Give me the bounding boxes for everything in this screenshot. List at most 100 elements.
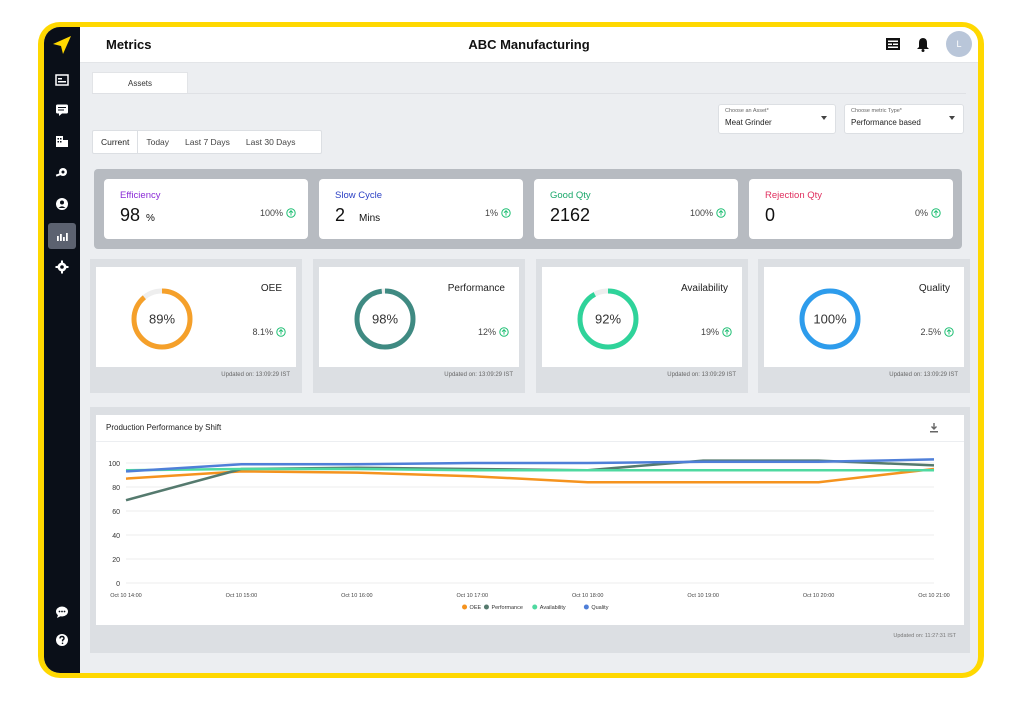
gauge-value: 100%	[813, 312, 847, 327]
arrow-up-circle-icon	[286, 208, 296, 218]
sidebar-item-buildings[interactable]	[48, 128, 76, 154]
gauge-title: Performance	[447, 283, 505, 294]
asset-select-value: Meat Grinder	[725, 118, 772, 127]
arrow-up-circle-icon	[931, 208, 941, 218]
gauge-card-performance: 98% Performance 12% Updated on: 13:09:29…	[313, 259, 525, 393]
gear-icon	[55, 260, 69, 274]
period-tab-current[interactable]: Current	[93, 131, 139, 153]
kpi-card-slow-cycle: Slow Cycle 2 Mins 1%	[319, 179, 523, 239]
legend-marker	[583, 604, 589, 610]
kpi-change-value: 100%	[259, 208, 283, 218]
sidebar-item-help[interactable]	[48, 627, 76, 653]
sidebar-item-settings[interactable]	[48, 254, 76, 280]
chat-bubble-icon	[56, 606, 68, 618]
gauge-card-availability: 92% Availability 19% Updated on: 13:09:2…	[536, 259, 748, 393]
gauge-arc	[577, 288, 639, 350]
gauge-change: 12%	[478, 327, 509, 337]
series-line-quality	[125, 458, 935, 473]
download-icon[interactable]	[928, 422, 940, 434]
gauge-change-value: 2.5%	[920, 327, 941, 337]
bell-icon[interactable]	[914, 35, 932, 53]
gauge-value: 89%	[149, 312, 175, 327]
x-tick-label: Oct 10 18:00	[572, 593, 604, 599]
sidebar-item-chat[interactable]	[48, 599, 76, 625]
sidebar-item-metrics[interactable]	[48, 223, 76, 249]
gauge-value: 98%	[372, 312, 398, 327]
kpi-value-number: 0	[765, 205, 776, 225]
gauge-title: OEE	[260, 283, 282, 294]
gauge-ring: 100%	[799, 288, 861, 350]
gauge-title: Quality	[918, 283, 950, 294]
dashboard-icon	[55, 74, 69, 86]
x-tick-label: Oct 10 19:00	[687, 593, 719, 599]
kpi-change: 100%	[690, 208, 726, 218]
gauge-body: 89% OEE 8.1%	[96, 267, 296, 367]
chart-body: Production Performance by Shift 0 20 40 60 8…	[96, 415, 964, 625]
x-tick-label: Oct 10 15:00	[226, 593, 258, 599]
legend-marker	[532, 604, 538, 610]
gauge-title: Availability	[680, 283, 728, 294]
kpi-card-good-qty: Good Qty 2162 100%	[534, 179, 738, 239]
gauge-updated: Updated on: 13:09:29 IST	[889, 372, 958, 378]
tab-divider	[92, 93, 966, 94]
sidebar	[44, 27, 80, 673]
gauge-arc	[354, 288, 416, 350]
metric-type-select[interactable]: Choose metric Type* Performance based	[844, 104, 964, 134]
gauge-arc	[131, 288, 193, 350]
wrench-gear-icon	[55, 168, 67, 177]
kpi-value-number: 2162	[550, 205, 591, 225]
y-tick-label: 40	[112, 533, 120, 540]
user-avatar[interactable]: L	[946, 31, 972, 57]
tab-assets[interactable]: Assets	[92, 72, 188, 94]
gauge-card-quality: 100% Quality 2.5% Updated on: 13:09:29 I…	[758, 259, 970, 393]
kpi-change: 1%	[485, 208, 511, 218]
kpi-value: 98%	[120, 205, 155, 226]
kpi-change-value: 1%	[484, 208, 498, 218]
period-tab-today[interactable]: Today	[146, 137, 170, 147]
kpi-change: 0%	[915, 208, 941, 218]
top-bar: Metrics ABC Manufacturing L	[80, 27, 978, 63]
gauge-body: 100% Quality 2.5%	[764, 267, 964, 367]
gauge-change-value: 12%	[477, 327, 496, 337]
asset-select[interactable]: Choose an Asset* Meat Grinder	[718, 104, 836, 134]
arrow-up-circle-icon	[501, 208, 511, 218]
caret-down-icon	[821, 116, 827, 120]
navigation-arrow-logo-icon[interactable]	[50, 33, 74, 57]
chart-header-divider	[96, 441, 964, 442]
metric-type-select-value: Performance based	[851, 118, 921, 127]
kpi-value-number: 2	[335, 205, 346, 225]
y-tick-label: 60	[112, 509, 120, 516]
sidebar-item-messages[interactable]	[48, 97, 76, 123]
kpi-value: 2 Mins	[335, 205, 380, 226]
period-tab-last-30-days[interactable]: Last 30 Days	[245, 137, 296, 147]
y-tick-label: 0	[116, 581, 120, 588]
legend-label: Quality	[591, 605, 608, 611]
report-icon[interactable]	[884, 35, 902, 53]
x-tick-label: Oct 10 20:00	[803, 593, 835, 599]
legend-marker	[483, 604, 489, 610]
legend-marker	[462, 604, 468, 610]
kpi-change-value: 100%	[689, 208, 713, 218]
sidebar-item-users[interactable]	[48, 191, 76, 217]
sidebar-item-dashboard[interactable]	[48, 67, 76, 93]
period-tabs: Current Today Last 7 Days Last 30 Days	[92, 130, 322, 154]
gauge-ring: 89%	[131, 288, 193, 350]
arrow-up-circle-icon	[944, 327, 954, 337]
message-icon	[56, 104, 68, 116]
kpi-change-value: 0%	[914, 208, 928, 218]
production-chart-card: Production Performance by Shift 0 20 40 60 8…	[90, 407, 970, 653]
kpi-name: Good Qty	[550, 190, 591, 201]
gauge-body: 92% Availability 19%	[542, 267, 742, 367]
gauge-value: 92%	[595, 312, 621, 327]
kpi-unit: Mins	[359, 213, 381, 224]
arrow-up-circle-icon	[722, 327, 732, 337]
period-tab-last-7-days[interactable]: Last 7 Days	[185, 137, 230, 147]
x-tick-label: Oct 10 21:00	[918, 593, 950, 599]
kpi-panel: Efficiency 98% 100% Slow Cycle 2 Mins 1% …	[94, 169, 962, 249]
x-tick-label: Oct 10 17:00	[457, 593, 489, 599]
legend-label: OEE	[470, 605, 482, 611]
sidebar-item-maintenance[interactable]	[48, 160, 76, 186]
gauge-ring: 98%	[354, 288, 416, 350]
arrow-up-circle-icon	[499, 327, 509, 337]
caret-down-icon	[949, 116, 955, 120]
